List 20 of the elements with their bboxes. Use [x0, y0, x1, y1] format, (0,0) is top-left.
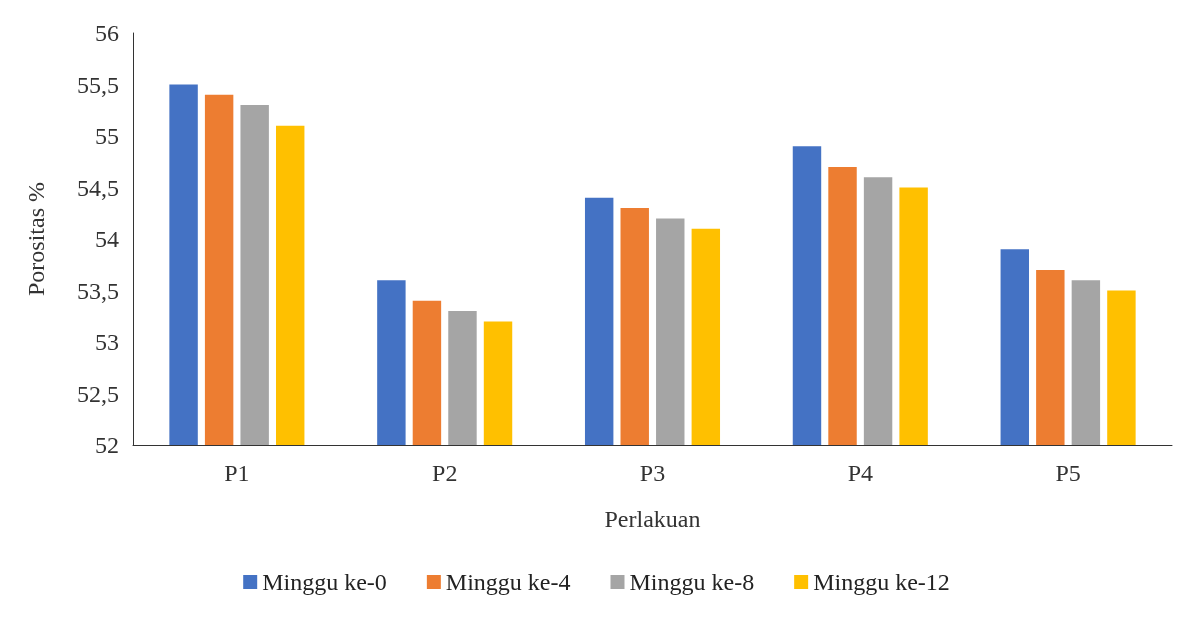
y-tick-label: 52 [95, 432, 119, 458]
y-tick-label: 55 [95, 123, 119, 149]
legend-label: Minggu ke-12 [813, 569, 950, 595]
y-axis-title: Porositas % [23, 181, 49, 296]
x-tick-label: P5 [1055, 460, 1081, 486]
y-tick-label: 52,5 [77, 380, 119, 407]
y-tick-label: 55,5 [77, 71, 119, 98]
legend-label: Minggu ke-0 [262, 569, 387, 595]
y-tick-label: 53,5 [77, 277, 119, 304]
y-tick-label: 53 [95, 329, 119, 355]
y-tick-label: 54 [95, 226, 119, 252]
y-tick-label: 54,5 [77, 174, 119, 201]
x-tick-label: P3 [639, 460, 666, 486]
x-axis-title: Perlakuan [604, 506, 701, 532]
legend-label: Minggu ke-4 [445, 569, 571, 595]
x-tick-label: P4 [847, 460, 873, 486]
x-tick-label: P2 [432, 460, 458, 486]
legend-label: Minggu ke-8 [629, 569, 755, 595]
y-tick-label: 56 [95, 20, 119, 46]
x-tick-label: P1 [224, 460, 250, 486]
